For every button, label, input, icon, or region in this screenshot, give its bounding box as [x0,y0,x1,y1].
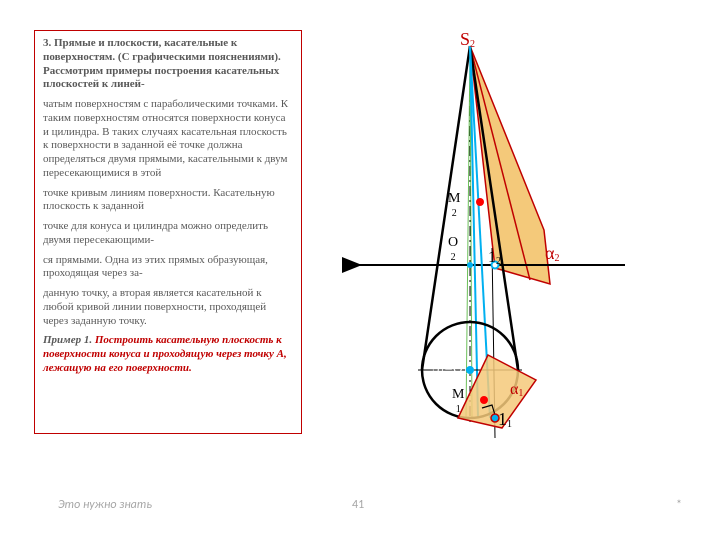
para-1: 3. Прямые и плоскости, касательные к пов… [43,37,293,92]
point-M2 [476,198,484,206]
para-6: данную точку, а вторая является касатель… [43,287,293,328]
point-M1 [480,396,488,404]
label-one2: 12 [488,250,501,267]
label-S1O1: S1≡O1 [432,362,468,377]
label-one1: 11 [498,410,512,430]
cone-diagram: S2 M2 O2 12 α2 S1≡O1 M1 α1 11 [340,30,660,480]
footer-page-number: 41 [352,498,364,512]
para-2: чатым поверхностям с параболическими точ… [43,98,293,181]
task-statement: Пример 1. Построить касательную плоскост… [43,334,293,375]
footer-right: * [676,498,682,512]
theory-textbox: 3. Прямые и плоскости, касательные к пов… [34,30,302,434]
label-M2: M2 [448,192,460,220]
label-M1: M1 [452,388,464,416]
para-4: точке для конуса и цилиндра можно опреде… [43,220,293,248]
para-5: ся прямыми. Одна из этих прямых образующ… [43,254,293,282]
label-alpha1: α1 [510,382,523,399]
para-3: точке кривым линиям поверхности. Касател… [43,187,293,215]
label-alpha2: α2 [545,244,559,264]
footer-left: Это нужно знать [58,498,152,512]
point-O2 [467,262,473,268]
plane-alpha2 [470,46,550,284]
label-O2: O2 [448,236,458,264]
label-S2: S2 [460,30,475,50]
